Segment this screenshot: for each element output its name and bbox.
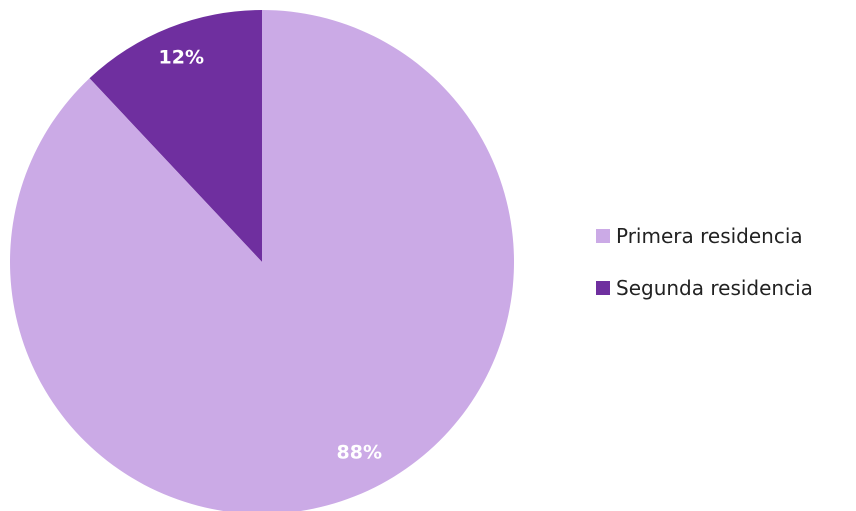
legend-swatch-segunda-residencia	[596, 281, 610, 295]
data-label-primera-residencia: 88%	[337, 441, 382, 463]
pie-data-labels: 12% 88%	[159, 47, 382, 464]
pie-chart: 12% 88%	[10, 10, 514, 511]
legend-swatch-primera-residencia	[596, 229, 610, 243]
chart-legend: Primera residencia Segunda residencia	[596, 222, 813, 326]
legend-item-segunda-residencia: Segunda residencia	[596, 274, 813, 302]
legend-label: Segunda residencia	[616, 276, 813, 300]
pie-slices	[10, 10, 514, 511]
pie-slice-primera-residencia	[10, 10, 514, 511]
legend-label: Primera residencia	[616, 224, 803, 248]
pie-slice-segunda-residencia	[89, 10, 262, 262]
legend-item-primera-residencia: Primera residencia	[596, 222, 813, 250]
data-label-segunda-residencia: 12%	[159, 47, 204, 69]
